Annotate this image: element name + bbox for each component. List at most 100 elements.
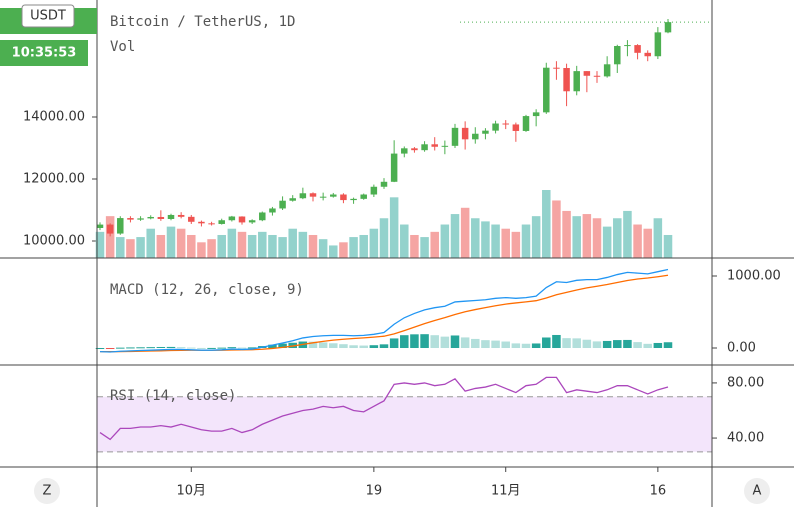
histogram-bar (643, 343, 652, 349)
volume-bar (613, 218, 622, 258)
button-z[interactable] (34, 478, 60, 504)
histogram-bar (116, 347, 125, 349)
candle-body (188, 216, 195, 222)
histogram-bar (207, 347, 216, 349)
volume-bar (197, 242, 206, 258)
histogram-bar (126, 347, 135, 349)
volume-bar (450, 214, 460, 258)
candle-body (451, 127, 459, 146)
candle-body (583, 71, 591, 76)
histogram-bar (663, 342, 673, 349)
volume-bar (176, 228, 186, 258)
candle-body (299, 193, 307, 199)
volume-bar (329, 245, 338, 258)
volume-bar (126, 239, 135, 258)
x-tick-label: 11月 (491, 484, 521, 499)
y-tick-label: 40.00 (727, 431, 764, 446)
histogram-bar (633, 342, 642, 349)
candle-body (228, 216, 236, 221)
histogram-bar (389, 338, 399, 349)
volume-bar (653, 218, 663, 258)
volume-bar (105, 216, 115, 258)
histogram-bar (288, 342, 297, 349)
volume-bar (491, 224, 500, 258)
candle-body (654, 32, 662, 57)
histogram-bar (308, 341, 318, 349)
candle-body (411, 148, 418, 151)
histogram-bar (339, 344, 348, 349)
histogram-bar (166, 346, 176, 349)
candle-body (492, 123, 499, 131)
volume-bar (460, 207, 470, 258)
histogram-bar (278, 343, 287, 349)
histogram-bar (521, 343, 531, 349)
currency-badge[interactable] (21, 4, 75, 28)
candle-body (117, 218, 124, 234)
volume-bar (308, 234, 318, 258)
histogram-bar (268, 344, 277, 349)
y-tick-label: 80.00 (727, 375, 764, 390)
histogram-bar (410, 334, 419, 349)
currency-label[interactable]: USDT (30, 9, 66, 24)
volume-bar (187, 234, 196, 258)
histogram-bar (562, 338, 571, 349)
candle-body (319, 196, 327, 198)
candle-body (167, 214, 175, 219)
histogram-bar (237, 347, 247, 349)
countdown-box (0, 40, 88, 66)
button-a-label[interactable]: A (753, 484, 762, 499)
volume-bar (379, 218, 389, 258)
candle-body (482, 130, 489, 134)
candle-body (634, 45, 641, 53)
candle-body (553, 67, 560, 69)
histogram-bar (227, 347, 237, 349)
volume-bar (359, 234, 368, 258)
candle-body (573, 71, 580, 92)
volume-bar (511, 231, 521, 258)
candle-body (380, 181, 388, 187)
volume-bar (481, 221, 490, 258)
candle-body (198, 221, 205, 224)
histogram-bar (187, 347, 196, 349)
rsi-line (99, 376, 669, 441)
volume-bar (552, 200, 561, 258)
candle-body (390, 153, 398, 182)
volume-bar (288, 228, 297, 258)
volume-bar (136, 237, 145, 258)
volume-bar (440, 224, 450, 258)
histogram-bar (460, 337, 470, 349)
volume-bar (602, 226, 612, 258)
candle-body (157, 216, 165, 219)
countdown: 10:35:53 (12, 46, 77, 61)
histogram-bar (176, 347, 186, 349)
button-z-label[interactable]: Z (43, 484, 52, 499)
candle-body (208, 223, 215, 225)
candle-body (340, 194, 347, 201)
histogram-bar (379, 344, 389, 349)
histogram-bar (552, 334, 561, 349)
symbol-title: Bitcoin / TetherUS, 1D (110, 14, 295, 30)
histogram-bar (542, 337, 551, 349)
candle-body (431, 144, 438, 147)
histogram-bar (95, 348, 105, 350)
candle-body (106, 224, 114, 234)
candle-body (664, 22, 672, 33)
x-tick-label: 19 (366, 484, 383, 499)
candle-body (147, 216, 154, 219)
volume-bar (592, 218, 602, 258)
macd-title: MACD (12, 26, close, 9) (110, 282, 304, 298)
candle-body (360, 194, 367, 199)
button-a[interactable] (744, 478, 770, 504)
candle-body (603, 64, 611, 77)
histogram-bar (217, 347, 226, 349)
volume-bar (318, 239, 328, 258)
volume-bar (643, 228, 652, 258)
volume-bar (562, 210, 571, 258)
candle-body (137, 218, 144, 220)
candle-body (330, 194, 337, 197)
candle-body (532, 112, 540, 117)
candle-body (218, 220, 225, 224)
volume-bar (521, 224, 531, 258)
candle-body (309, 193, 317, 197)
candle-body (279, 200, 286, 209)
